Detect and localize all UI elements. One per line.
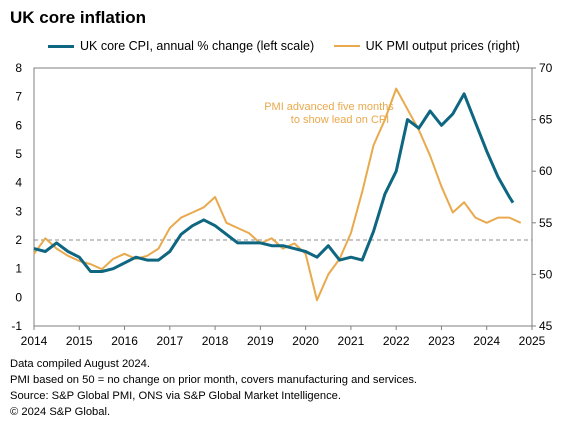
y-right-tick-label: 70 bbox=[539, 61, 553, 75]
x-tick-label: 2015 bbox=[66, 334, 93, 348]
x-tick-label: 2016 bbox=[111, 334, 138, 348]
footnote-source: Source: S&P Global PMI, ONS via S&P Glob… bbox=[10, 390, 342, 402]
series-line-pmi bbox=[33, 87, 522, 302]
legend-label-cpi: UK core CPI, annual % change (left scale… bbox=[80, 38, 315, 53]
annotation-line-1: PMI advanced five months bbox=[264, 101, 394, 113]
y-left-tick-label: 7 bbox=[15, 90, 22, 104]
y-right-tick-label: 50 bbox=[539, 267, 553, 281]
chart-title: UK core inflation bbox=[10, 8, 147, 27]
legend-item-pmi: UK PMI output prices (right) bbox=[333, 38, 520, 53]
y-left-tick-label: 1 bbox=[15, 262, 22, 276]
annotation-line-2: to show lead on CPI bbox=[291, 114, 389, 126]
x-tick-label: 2023 bbox=[428, 334, 455, 348]
y-right-tick-label: 60 bbox=[539, 164, 553, 178]
x-tick-label: 2024 bbox=[473, 334, 500, 348]
x-tick-label: 2017 bbox=[156, 334, 183, 348]
y-left-tick-label: 6 bbox=[15, 118, 22, 132]
y-right-tick-label: 45 bbox=[539, 319, 553, 333]
legend-item-cpi: UK core CPI, annual % change (left scale… bbox=[48, 39, 314, 53]
y-left-tick-label: 4 bbox=[15, 176, 22, 190]
x-tick-label: 2025 bbox=[519, 334, 546, 348]
y-left-tick-label: 0 bbox=[15, 290, 22, 304]
y-left-tick-label: -1 bbox=[11, 319, 22, 333]
series-line-cpi bbox=[33, 92, 515, 273]
legend-swatch-cpi bbox=[48, 44, 74, 48]
y-right-tick-label: 65 bbox=[539, 113, 553, 127]
footnote-pmi-basis: PMI based on 50 = no change on prior mon… bbox=[10, 374, 418, 386]
y-left-tick-label: 2 bbox=[15, 233, 22, 247]
y-left-tick-label: 3 bbox=[15, 204, 22, 218]
x-tick-label: 2018 bbox=[202, 334, 229, 348]
x-tick-label: 2022 bbox=[383, 334, 410, 348]
y-left-tick-label: 5 bbox=[15, 147, 22, 161]
legend-label-pmi: UK PMI output prices (right) bbox=[365, 38, 520, 53]
x-tick-label: 2021 bbox=[338, 334, 365, 348]
footnote-copyright: © 2024 S&P Global. bbox=[10, 406, 111, 418]
footnotes: Data compiled August 2024. PMI based on … bbox=[10, 356, 417, 420]
x-tick-label: 2019 bbox=[247, 334, 274, 348]
legend: UK core CPI, annual % change (left scale… bbox=[48, 38, 520, 53]
y-left-tick-label: 8 bbox=[15, 61, 22, 75]
x-tick-label: 2020 bbox=[292, 334, 319, 348]
legend-swatch-pmi bbox=[333, 45, 360, 48]
footnote-compiled: Data compiled August 2024. bbox=[10, 358, 150, 370]
x-tick-label: 2014 bbox=[21, 334, 48, 348]
plot-frame bbox=[33, 67, 533, 327]
y-right-tick-label: 55 bbox=[539, 216, 553, 230]
